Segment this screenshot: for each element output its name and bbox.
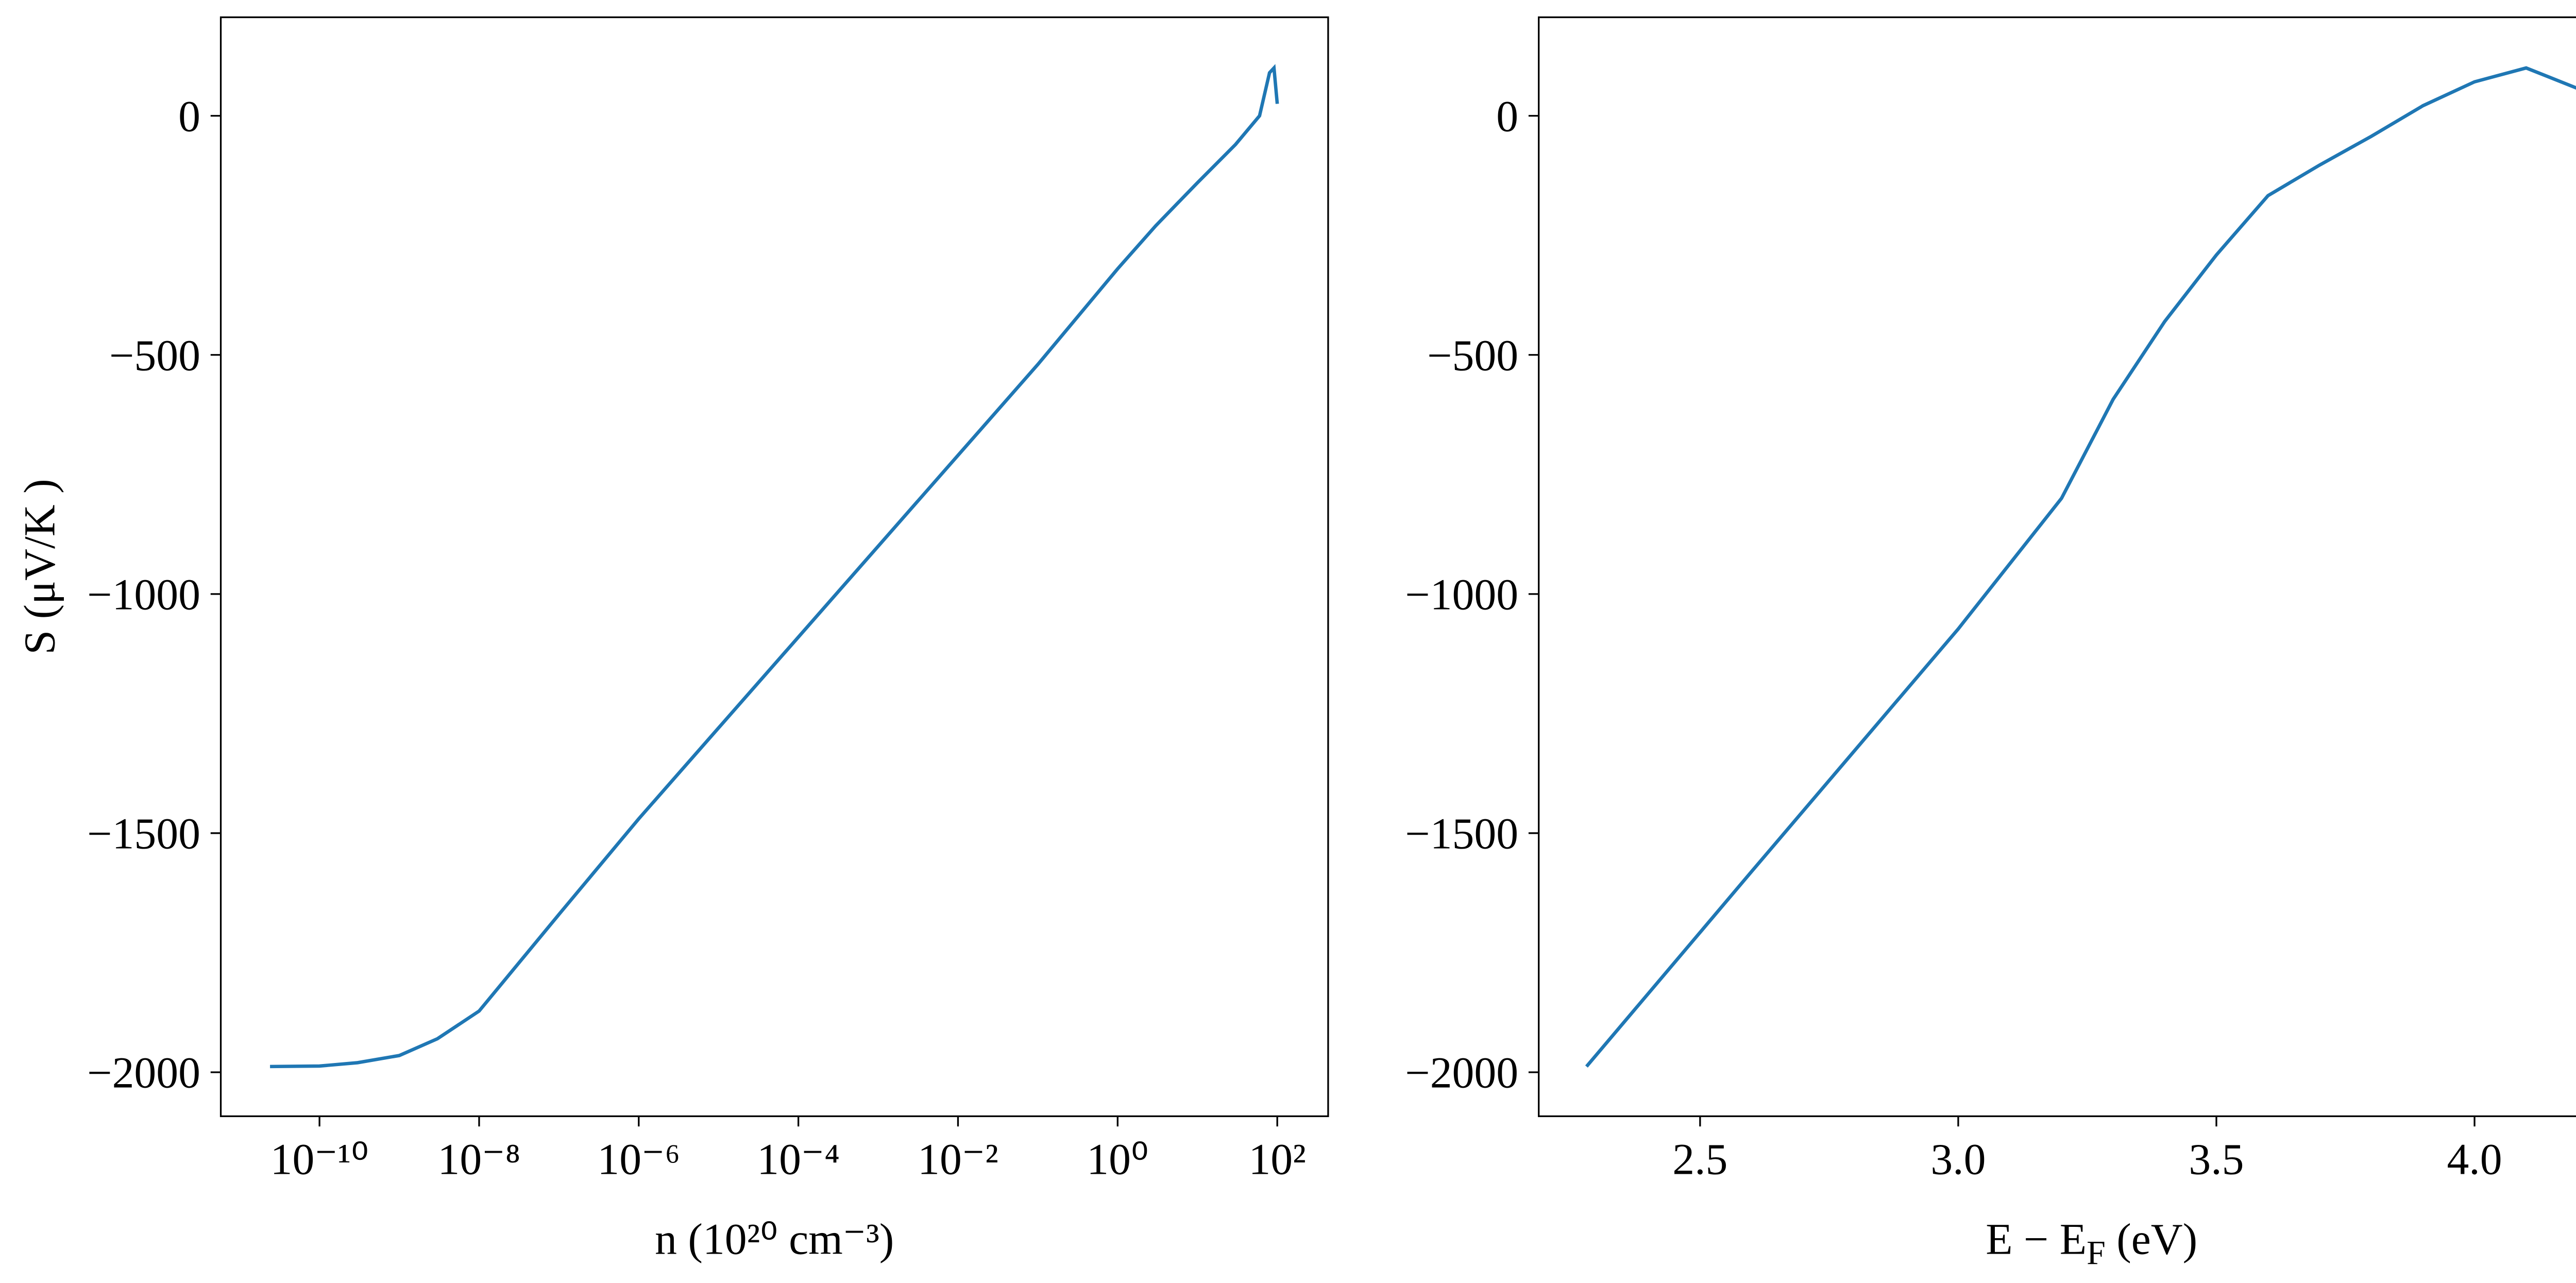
x-tick-label: 3.0 bbox=[1930, 1135, 1986, 1184]
x-axis-label: n (10²⁰ cm⁻³) bbox=[655, 1214, 894, 1263]
x-tick-label: 10⁻¹⁰ bbox=[270, 1135, 369, 1184]
x-tick-label: 10⁻⁸ bbox=[438, 1135, 521, 1184]
y-tick-label: 0 bbox=[178, 92, 200, 141]
x-tick-label: 2.5 bbox=[1672, 1135, 1727, 1184]
y-axis-label: S (μV/K ) bbox=[15, 479, 64, 654]
y-tick-label: −1000 bbox=[87, 570, 200, 619]
y-tick-label: −1000 bbox=[1405, 570, 1518, 619]
x-tick-label: 10⁻⁶ bbox=[597, 1135, 680, 1184]
plot-frame bbox=[1538, 16, 2576, 1118]
x-tick-label: 10⁻² bbox=[918, 1135, 998, 1184]
x-tick-label: 10⁰ bbox=[1087, 1135, 1148, 1184]
y-tick-label: −1500 bbox=[87, 809, 200, 858]
x-tick-label: 4.0 bbox=[2447, 1135, 2502, 1184]
plot-frame bbox=[219, 16, 1329, 1118]
y-tick-label: 0 bbox=[1496, 92, 1518, 141]
x-axis-label: E − EF (eV) bbox=[1986, 1214, 2197, 1272]
data-line bbox=[1585, 66, 2576, 1068]
y-tick-label: −500 bbox=[1427, 331, 1518, 380]
y-tick-label: −500 bbox=[109, 331, 200, 380]
data-line bbox=[270, 64, 1279, 1069]
y-tick-label: −2000 bbox=[87, 1049, 200, 1098]
y-tick-label: −1500 bbox=[1405, 809, 1518, 858]
y-tick-label: −2000 bbox=[1405, 1049, 1518, 1098]
x-tick-label: 3.5 bbox=[2189, 1135, 2244, 1184]
x-tick-label: 10⁻⁴ bbox=[757, 1135, 840, 1184]
x-tick-label: 10² bbox=[1248, 1135, 1306, 1184]
